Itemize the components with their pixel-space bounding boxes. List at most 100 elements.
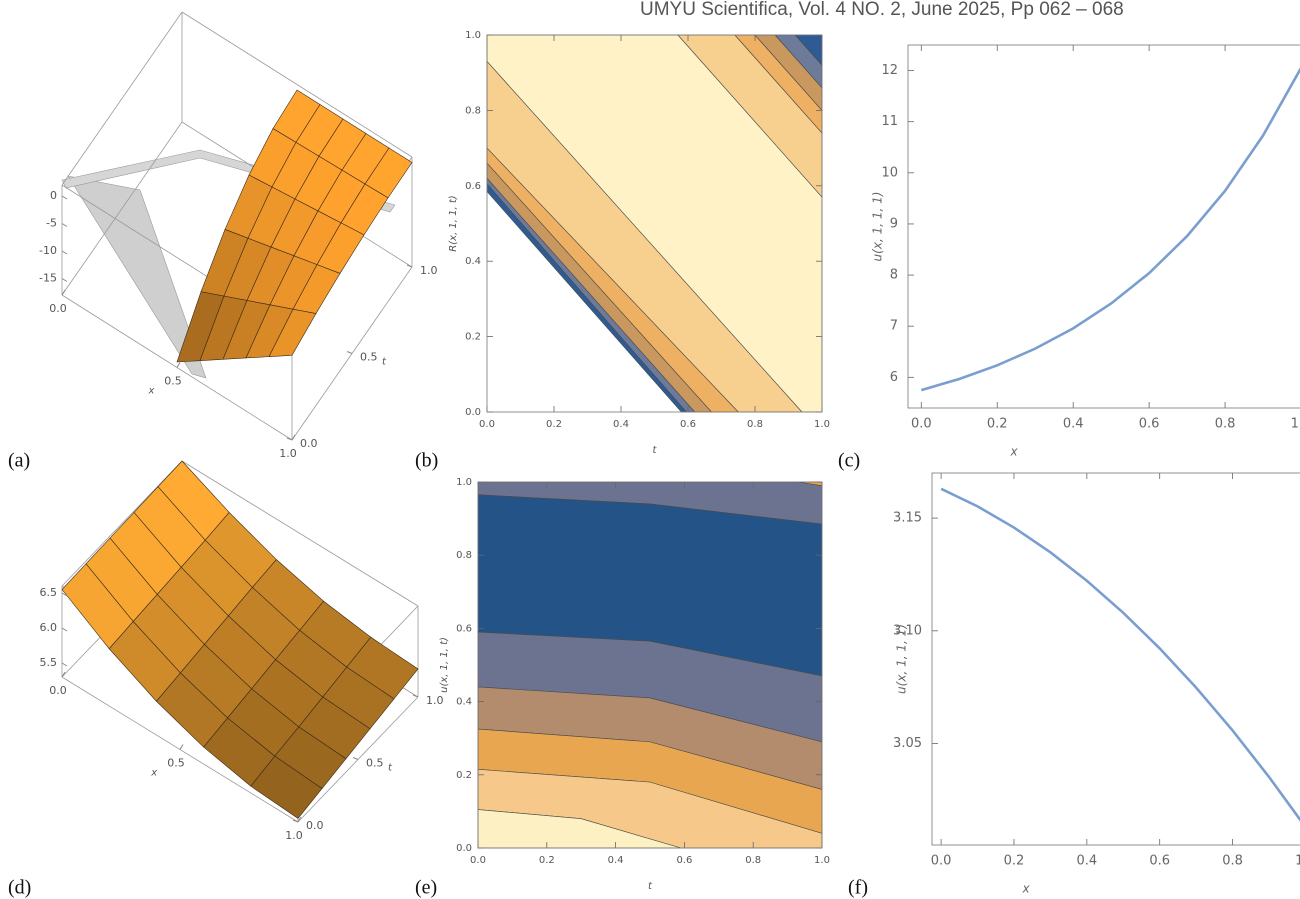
y-tick-label: 0.6 (465, 181, 481, 192)
plot-frame (931, 472, 1300, 846)
x-tick-label: 0.4 (613, 419, 629, 430)
y-tick-label: 1.0 (465, 30, 481, 41)
panel-label: (d) (8, 877, 31, 899)
x-axis-label: x (1021, 882, 1030, 896)
z-tick-label: -5 (46, 217, 57, 230)
x-tick (176, 362, 181, 368)
x-tick-label: 0.6 (1149, 854, 1170, 869)
surface-patch (268, 308, 317, 357)
x-tick-label: 0.2 (987, 417, 1008, 432)
t-tick (286, 437, 293, 441)
x-tick-label: 0.6 (1139, 417, 1160, 432)
data-line (920, 67, 1300, 392)
y-tick-label: 8 (890, 268, 898, 283)
box-edge (61, 11, 183, 186)
x-tick-label: 0.8 (1222, 854, 1243, 869)
y-tick-label: 0.8 (465, 105, 481, 116)
x-tick-label: 0.0 (470, 855, 486, 866)
z-tick (61, 250, 68, 255)
x-tick-label: 0.8 (745, 855, 761, 866)
x-tick (291, 434, 296, 441)
t-tick (412, 694, 419, 698)
x-tick-label: 0.0 (911, 417, 932, 432)
x-tick-label: 1.0 (279, 447, 297, 460)
y-tick-label: 0.8 (456, 550, 472, 561)
y-tick-label: 0.0 (465, 407, 481, 418)
y-tick-label: 3.15 (893, 511, 922, 526)
x-axis-label: x (150, 767, 157, 778)
t-tick (406, 264, 413, 268)
y-tick-label: 9 (890, 216, 898, 231)
clipping-plane (67, 175, 207, 379)
x-axis-label: t (648, 881, 653, 892)
t-tick (346, 351, 353, 354)
x-tick-label: 0.4 (608, 855, 624, 866)
x-tick-label: 0.0 (931, 854, 952, 869)
y-axis-label: u(x, 1, 1, 1) (871, 192, 885, 262)
x-tick-label: 1.0 (814, 855, 830, 866)
y-tick-label: 3.10 (893, 623, 922, 638)
y-tick-label: 12 (881, 63, 898, 78)
panel-label: (b) (415, 450, 438, 472)
z-tick-label: 6.0 (40, 621, 58, 634)
z-tick (61, 278, 68, 282)
y-tick-label: 0.4 (465, 256, 481, 267)
clipping-plane (61, 149, 396, 213)
y-axis-label: R(x, 1, 1, t) (448, 195, 459, 251)
t-axis-label: t (388, 763, 393, 774)
x-tick-label: 1.0 (1291, 417, 1300, 432)
x-tick-label: 0.8 (747, 419, 763, 430)
plot-frame (907, 44, 1300, 409)
z-tick-label: 5.5 (40, 656, 58, 669)
y-tick-label: 1.0 (456, 477, 472, 488)
x-tick-label: 0.8 (1215, 417, 1236, 432)
x-tick-label: 0.6 (676, 855, 692, 866)
y-tick-label: 0.4 (456, 697, 472, 708)
z-tick-label: -15 (39, 272, 57, 285)
x-tick (61, 289, 66, 296)
z-tick (61, 662, 68, 667)
t-tick (352, 757, 359, 760)
surface-patch (250, 755, 323, 819)
t-tick-label: 0.0 (306, 819, 324, 832)
y-tick-label: 7 (890, 319, 898, 334)
x-tick-label: 0.4 (1063, 417, 1084, 432)
x-axis-label: x (1009, 445, 1018, 459)
x-tick-label: 0.2 (1004, 854, 1025, 869)
t-tick-label: 1.0 (426, 694, 444, 707)
z-tick (61, 223, 68, 227)
z-tick (61, 195, 68, 200)
t-tick-label: 0.5 (360, 351, 378, 364)
x-tick-label: 1.0 (814, 419, 830, 430)
box-edge (181, 11, 413, 158)
x-tick-label: 1.0 (1295, 854, 1300, 869)
x-axis-label: t (653, 445, 658, 456)
x-tick-label: 0.0 (49, 302, 67, 315)
x-tick-label: 0.4 (1076, 854, 1097, 869)
z-tick (61, 627, 68, 632)
z-tick (61, 592, 68, 597)
x-axis-label: x (148, 385, 155, 396)
z-tick-label: 0 (50, 189, 57, 202)
y-axis-label: u(x, 1, 1, 1) (895, 624, 909, 694)
y-tick-label: 0.2 (456, 770, 472, 781)
x-tick-label: 0.0 (479, 419, 495, 430)
y-tick-label: 11 (881, 114, 898, 129)
box-edge (61, 460, 183, 587)
panel-label: (e) (415, 877, 437, 899)
x-tick (61, 671, 66, 678)
t-tick-label: 0.5 (366, 757, 384, 770)
z-tick-label: -10 (39, 244, 57, 257)
y-axis-label: u(x, 1, 1, t) (439, 637, 450, 693)
t-axis-label: t (382, 357, 387, 368)
x-tick-label: 0.2 (546, 419, 562, 430)
box-edge (61, 121, 183, 296)
t-tick-label: 0.0 (300, 437, 318, 450)
panel-label: (a) (8, 450, 30, 472)
x-tick (179, 744, 184, 750)
t-tick (292, 819, 299, 823)
y-tick-label: 0.6 (456, 623, 472, 634)
panel-label: (f) (848, 877, 868, 899)
x-tick-label: 0.0 (49, 684, 67, 697)
